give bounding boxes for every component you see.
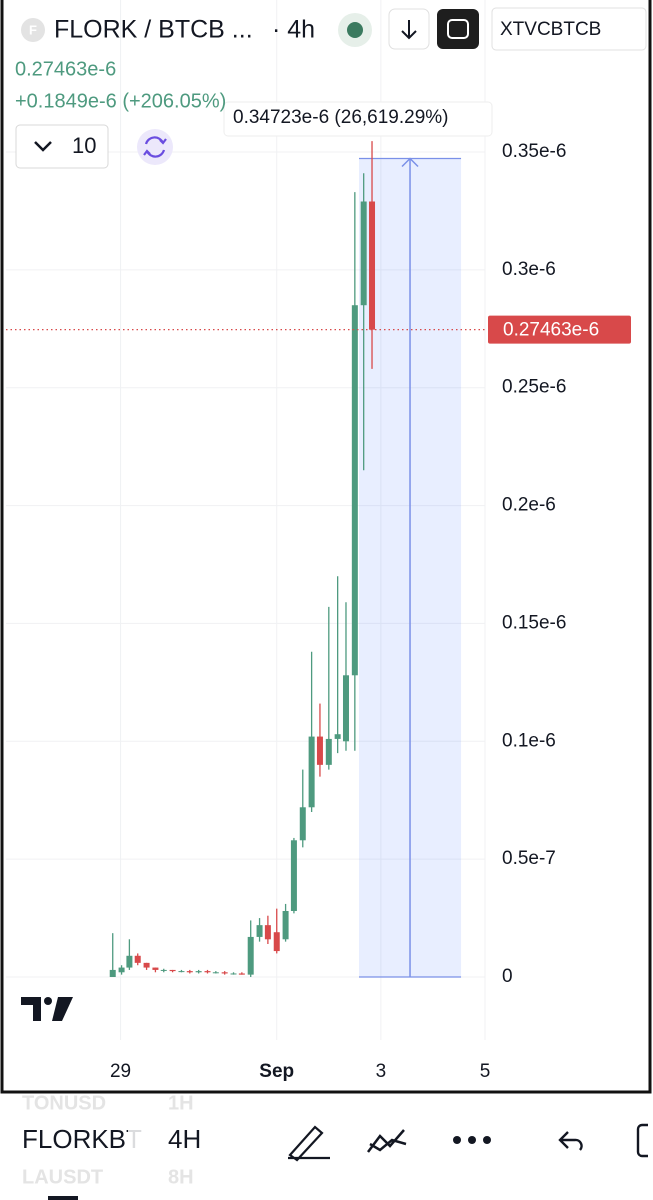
y-tick-label: 0.5e-7 <box>502 848 556 869</box>
symbol-search-text: XTVCBTCB <box>500 19 601 40</box>
market-status-dot <box>347 22 363 38</box>
measure-tooltip <box>223 101 493 137</box>
candle-body <box>264 925 271 940</box>
draw-icon[interactable] <box>288 1125 330 1162</box>
toolbar-symbols: TONUSD 1H FLORKBT 4H LAUSDT 8H <box>22 1092 201 1200</box>
x-tick-label: 3 <box>376 1061 387 1082</box>
toolbar-symbol[interactable]: FLORKBT <box>22 1124 142 1154</box>
candle-body <box>178 971 185 973</box>
candle-body <box>238 973 245 975</box>
candle-body <box>109 969 116 977</box>
y-tick-label: 0.1e-6 <box>502 730 556 751</box>
measure-arrowhead <box>401 157 419 168</box>
toolbar-interval[interactable]: 8H <box>168 1166 194 1188</box>
symbol-title[interactable]: FLORK / BTCB ... <box>54 16 253 44</box>
more-icon[interactable] <box>453 1136 491 1144</box>
screen-frame <box>0 0 652 1094</box>
candle-body <box>334 734 341 739</box>
candle-body <box>195 971 202 973</box>
y-tick-label: 0.3e-6 <box>502 259 556 280</box>
y-tick-label: 0 <box>502 966 513 987</box>
nav-hint <box>48 1196 78 1200</box>
candle-body <box>282 911 289 940</box>
candle-body <box>126 955 133 968</box>
symbol-icon-letter: F <box>29 22 37 37</box>
refresh-icon <box>143 136 167 158</box>
symbol-search[interactable] <box>491 7 647 51</box>
candle-body <box>351 305 358 676</box>
candle-body <box>342 675 349 742</box>
y-tick-label: 0.15e-6 <box>502 612 566 633</box>
toolbar-symbol[interactable]: LAUSDT <box>22 1166 103 1188</box>
symbol-icon <box>21 18 45 42</box>
candle-body <box>134 955 141 963</box>
candle-body <box>325 738 332 765</box>
candle-body <box>118 967 125 973</box>
candle-body <box>152 967 159 970</box>
measure-label: 0.34723e-6 (26,619.29%) <box>233 107 449 128</box>
candle-body <box>230 973 237 975</box>
candle-body <box>143 962 150 968</box>
candle-body <box>221 972 228 974</box>
candle-body <box>316 736 323 765</box>
indicator-count: 10 <box>72 133 96 158</box>
tv-logo <box>21 997 73 1021</box>
x-tick-label: 5 <box>480 1061 491 1082</box>
download-icon <box>401 20 417 40</box>
y-tick-label: 0.35e-6 <box>502 141 566 162</box>
refresh-button[interactable] <box>137 129 173 165</box>
toolbar-interval[interactable]: 1H <box>168 1092 194 1114</box>
candle-body <box>273 932 280 952</box>
chevron-icon <box>34 141 52 152</box>
tv-logo-dot <box>44 997 52 1005</box>
candle-body <box>299 807 306 841</box>
candle-body <box>290 840 297 911</box>
x-tick-label: 29 <box>110 1061 131 1082</box>
candle-body <box>360 201 367 306</box>
last-price-badge <box>488 315 631 344</box>
candle-body <box>369 201 376 330</box>
fullscreen-icon <box>447 19 469 39</box>
toolbar <box>0 1094 653 1200</box>
price: 0.27463e-6 <box>15 58 116 80</box>
candle-body <box>308 736 315 808</box>
x-tick-label: Sep <box>259 1061 294 1082</box>
price-change: +0.1849e-6 (+206.05%) <box>15 90 226 112</box>
undo-icon[interactable] <box>558 1131 583 1151</box>
toolbar-symbol[interactable]: TONUSD <box>22 1092 106 1114</box>
candle-body <box>160 969 167 971</box>
layout-icon[interactable] <box>636 1123 648 1158</box>
y-tick-label: 0.25e-6 <box>502 377 566 398</box>
symbol-fade <box>128 1094 142 1200</box>
y-tick-label: 0.2e-6 <box>502 495 556 516</box>
trendline-icon[interactable] <box>367 1129 407 1153</box>
last-price-label: 0.27463e-6 <box>503 320 599 341</box>
plot-area: 0 0.5e-7 0.1e-6 0.15e-6 0.2e-6 0.25e-6 0.3e-6 0… <box>6 0 631 1082</box>
candle-body <box>186 971 193 973</box>
interval[interactable]: · 4h <box>272 16 315 44</box>
candle-body <box>256 925 263 937</box>
toolbar-interval[interactable]: 4H <box>168 1124 201 1154</box>
fullscreen-button[interactable] <box>437 9 479 49</box>
candle-body <box>247 936 254 975</box>
candle-body <box>204 971 211 973</box>
candle-body <box>212 972 219 974</box>
indicator-toggle[interactable] <box>15 124 109 169</box>
candle-body <box>169 969 176 972</box>
